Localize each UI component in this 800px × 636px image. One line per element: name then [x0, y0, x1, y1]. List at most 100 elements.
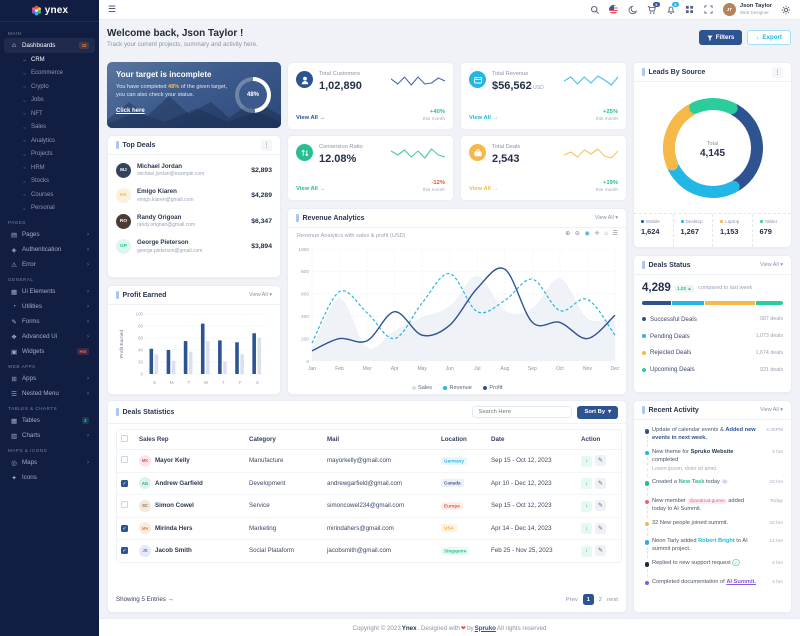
download-action-button[interactable]: ↓: [581, 545, 592, 557]
sidebar-item-maps[interactable]: ◎ Maps ›: [4, 455, 95, 470]
view-all-dropdown[interactable]: View All ▾: [595, 215, 618, 221]
brand-logo[interactable]: ynex: [0, 0, 99, 22]
sidebar-subitem-nft[interactable]: ○ NFT: [0, 107, 99, 121]
pagination-next[interactable]: next: [607, 596, 618, 603]
view-all-link[interactable]: View All →: [296, 115, 326, 121]
sidebar-subitem-hrm[interactable]: ○ HRM: [0, 161, 99, 175]
chevron-right-icon: ›: [87, 432, 89, 439]
sidebar-item-pages[interactable]: ▤ Pages ›: [4, 227, 95, 242]
notifications-icon[interactable]: 5: [666, 1, 679, 15]
edit-action-button[interactable]: ✎: [595, 477, 606, 489]
home-icon[interactable]: ⌂: [604, 230, 608, 237]
row-checkbox[interactable]: ✓: [121, 547, 128, 555]
sidebar-item-charts[interactable]: ▥ Charts ›: [4, 428, 95, 443]
select-all-checkbox[interactable]: [121, 435, 128, 442]
top-deal-row[interactable]: EK Emigo Kiaren emigo.kiaren@gmail.com $4,2…: [108, 183, 280, 209]
sidebar-item-nested-menu[interactable]: ☰ Nested Menu ›: [4, 386, 95, 401]
sidebar-item-tables[interactable]: ▦ Tables 3: [4, 413, 95, 428]
sort-by-button[interactable]: Sort By ▾: [577, 405, 618, 419]
cart-icon[interactable]: 5: [647, 1, 660, 15]
search-input[interactable]: [472, 406, 573, 418]
download-action-button[interactable]: ↓: [581, 455, 592, 467]
sidebar-subitem-crypto[interactable]: ○ Crypto: [0, 80, 99, 94]
apps-grid-icon[interactable]: [685, 5, 695, 15]
sidebar-item-forms[interactable]: ✎ Forms ›: [4, 314, 95, 329]
sidebar-section-label: MAIN: [8, 31, 22, 36]
stat-period: this month: [595, 188, 618, 193]
more-options-button[interactable]: ⋮: [261, 139, 272, 151]
settings-icon[interactable]: [781, 5, 791, 15]
home-icon: ⌂: [12, 42, 16, 49]
view-all-dropdown[interactable]: View All ▾: [760, 407, 783, 413]
sidebar-item-utilities[interactable]: ◔ Utilities ›: [4, 299, 95, 314]
download-action-button[interactable]: ↓: [581, 500, 592, 512]
sidebar-subitem-sales[interactable]: ○ Sales: [0, 121, 99, 135]
showing-entries: Showing 5 Entries →: [116, 596, 174, 603]
legend-item-profit[interactable]: Profit: [482, 385, 502, 391]
view-all-link[interactable]: View All →: [296, 186, 326, 192]
sparkline: [564, 148, 618, 159]
legend-item-revenue[interactable]: Revenue: [443, 385, 472, 391]
row-checkbox[interactable]: ✓: [121, 479, 128, 487]
pagination-page-1[interactable]: 1: [582, 594, 594, 605]
avatar: MH: [139, 522, 151, 535]
menu-icon[interactable]: ☰: [612, 230, 618, 237]
flag-icon[interactable]: [609, 5, 619, 15]
download-action-button[interactable]: ↓: [581, 523, 592, 534]
search-icon[interactable]: [590, 5, 600, 15]
sidebar-subitem-projects[interactable]: ○ Projects: [0, 148, 99, 162]
sidebar-item-widgets[interactable]: ▣ Widgets Hot: [4, 344, 95, 359]
pan-icon[interactable]: ✛: [594, 230, 600, 237]
edit-action-button[interactable]: ✎: [595, 500, 606, 511]
sidebar-item-advanced-ui[interactable]: ❖ Advanced Ui ›: [4, 329, 95, 344]
sidebar-subitem-ecommerce[interactable]: ○ Ecommerce: [0, 67, 99, 81]
sidebar-item-authentication[interactable]: ◈ Authentication ›: [4, 242, 95, 257]
view-all-link[interactable]: View All →: [469, 115, 499, 121]
row-checkbox[interactable]: [121, 456, 128, 464]
sidebar-subitem-personal[interactable]: ○ Personal: [0, 202, 99, 216]
sidebar-subitem-jobs[interactable]: ○ Jobs: [0, 94, 99, 108]
selection-zoom-icon[interactable]: ◉: [584, 230, 590, 237]
view-all-link[interactable]: View All →: [469, 186, 499, 192]
filters-button[interactable]: Filters: [698, 30, 743, 45]
sidebar-item-apps[interactable]: ⊞ Apps ›: [4, 371, 95, 386]
top-deal-row[interactable]: MJ Michael Jordan michael.jordan@example.c…: [108, 157, 280, 183]
sidebar-subitem-stocks[interactable]: ○ Stocks: [0, 175, 99, 189]
row-checkbox[interactable]: [121, 501, 128, 509]
edit-action-button[interactable]: ✎: [595, 522, 606, 534]
view-all-dropdown[interactable]: View All ▾: [760, 262, 783, 268]
menu-icon[interactable]: ☰: [108, 4, 117, 14]
click-here-link[interactable]: Click here: [116, 108, 145, 115]
mail-cell: jacobsmith@gmail.com: [327, 547, 392, 555]
sidebar-subitem-courses[interactable]: ○ Courses: [0, 188, 99, 202]
more-options-button[interactable]: ⋮: [772, 66, 783, 78]
fullscreen-icon[interactable]: [704, 5, 714, 15]
zoom-in-icon[interactable]: ⊕: [565, 230, 571, 237]
pagination-page-2[interactable]: 2: [598, 596, 603, 603]
edit-action-button[interactable]: ✎: [595, 545, 606, 556]
sidebar-item-dashboards[interactable]: ⌂ Dashboards 12: [4, 38, 95, 53]
row-checkbox[interactable]: ✓: [121, 524, 128, 532]
dark-mode-icon[interactable]: [628, 5, 638, 15]
sidebar-subitem-label: Personal: [31, 205, 55, 212]
sidebar-item-error[interactable]: ⚠ Error ›: [4, 257, 95, 272]
pagination-prev[interactable]: Prev: [565, 596, 578, 603]
sidebar-subitem-crm[interactable]: – CRM: [0, 53, 99, 67]
activity-item: New theme for Spruko Website completed Lo…: [642, 449, 783, 478]
top-deal-row[interactable]: GP George Pieterson george.pieterson@gmail…: [108, 234, 280, 260]
footer-author-link[interactable]: Spruko: [474, 624, 496, 632]
charts-icon: ▥: [10, 432, 18, 440]
deals-status-row: Successful Deals 987 deals: [642, 311, 783, 328]
sidebar-item-icons[interactable]: ✦ Icons: [4, 470, 95, 485]
zoom-out-icon[interactable]: ⊖: [574, 230, 581, 237]
chevron-right-icon: ›: [87, 246, 89, 253]
edit-action-button[interactable]: ✎: [595, 455, 606, 466]
sidebar-item-ui-elements[interactable]: ▦ Ui Elements ›: [4, 284, 95, 299]
sidebar-subitem-analytics[interactable]: ○ Analytics: [0, 134, 99, 148]
legend-item-sales[interactable]: Sales: [411, 385, 432, 391]
view-all-dropdown[interactable]: View All ▾: [249, 292, 272, 298]
download-action-button[interactable]: ↓: [581, 478, 592, 489]
user-menu[interactable]: JT Json Taylor Web Designer: [722, 3, 772, 16]
top-deal-row[interactable]: RO Randy Origoan randy.origoan@gmail.com $6…: [108, 208, 280, 234]
export-button[interactable]: ↓ Export: [747, 30, 791, 45]
